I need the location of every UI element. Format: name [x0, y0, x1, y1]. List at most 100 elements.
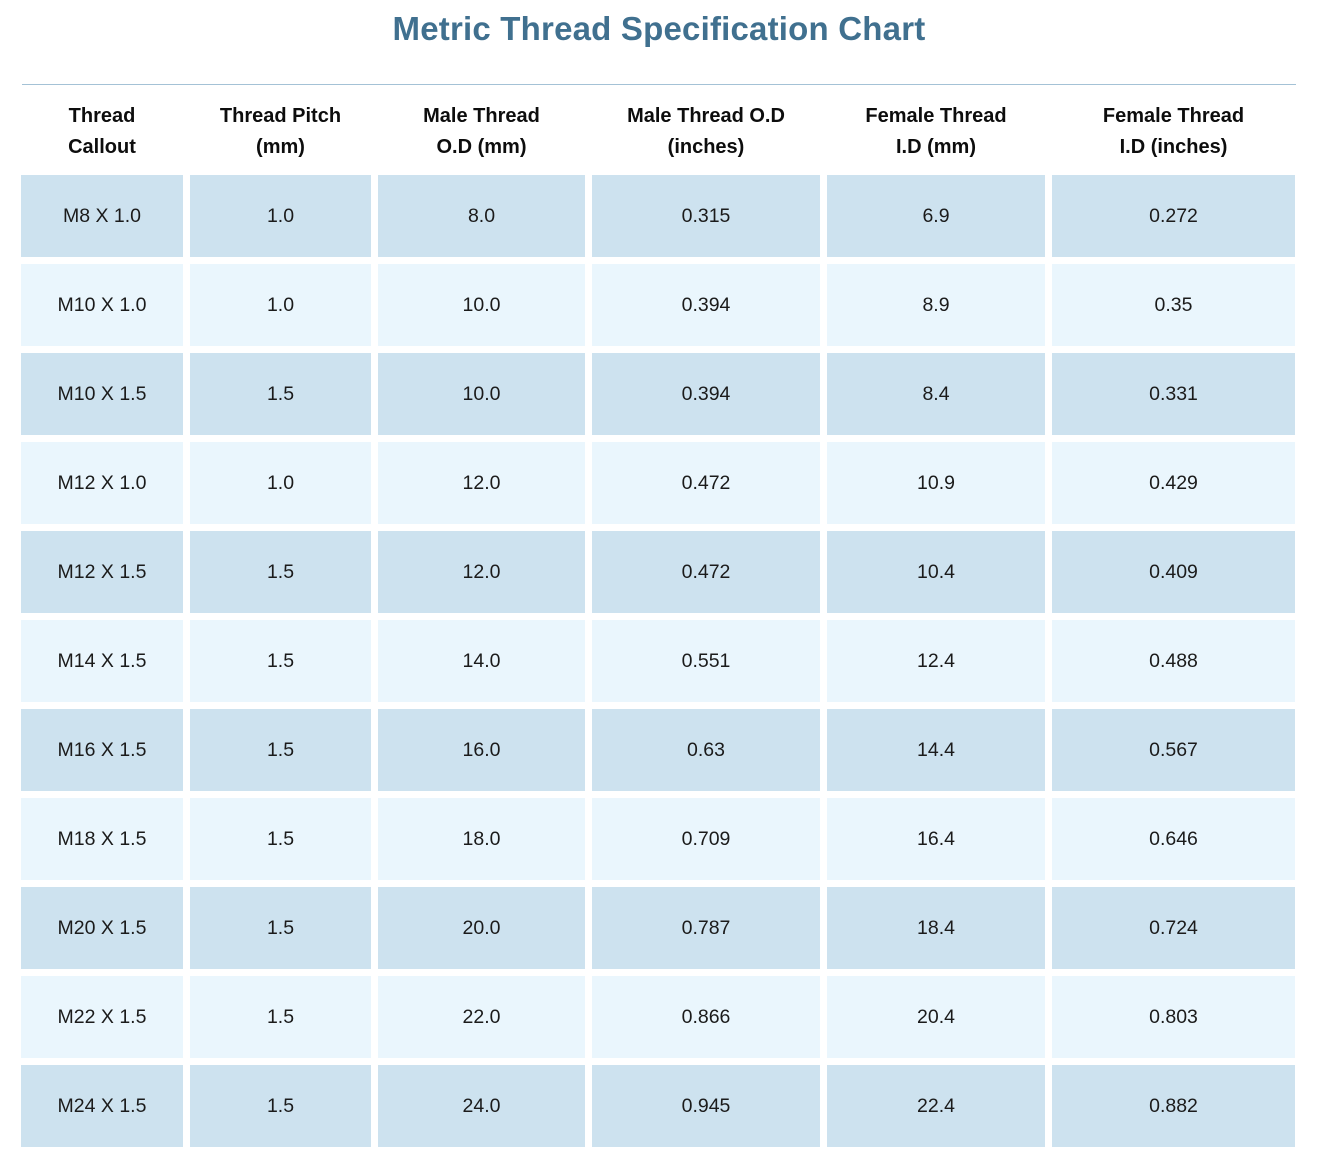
table-cell: 1.5 — [190, 798, 371, 880]
table-row: M8 X 1.0 1.0 8.0 0.315 6.9 0.272 — [21, 175, 1295, 257]
table-row: M18 X 1.5 1.5 18.0 0.709 16.4 0.646 — [21, 798, 1295, 880]
table-cell: 1.5 — [190, 887, 371, 969]
table-cell: 0.866 — [592, 976, 820, 1058]
table-cell: 0.945 — [592, 1065, 820, 1147]
table-cell: 10.9 — [827, 442, 1045, 524]
column-header-5: Female Thread I.D (mm) — [827, 92, 1045, 168]
column-header-6: Female Thread I.D (inches) — [1052, 92, 1295, 168]
table-cell: 1.5 — [190, 531, 371, 613]
table-cell: 0.35 — [1052, 264, 1295, 346]
column-header-4: Male Thread O.D (inches) — [592, 92, 820, 168]
table-body: M8 X 1.0 1.0 8.0 0.315 6.9 0.272 M10 X 1.0 1.0 1… — [21, 175, 1295, 1147]
column-header-2: Thread Pitch (mm) — [190, 92, 371, 168]
table-cell: M12 X 1.5 — [21, 531, 183, 613]
page-title: Metric Thread Specification Chart — [392, 10, 926, 47]
table-cell: 24.0 — [378, 1065, 585, 1147]
table-cell: M16 X 1.5 — [21, 709, 183, 791]
table-cell: M22 X 1.5 — [21, 976, 183, 1058]
table-cell: 18.4 — [827, 887, 1045, 969]
table-cell: M8 X 1.0 — [21, 175, 183, 257]
column-header-line: Callout — [68, 136, 136, 158]
table-cell: 14.0 — [378, 620, 585, 702]
table-cell: 18.0 — [378, 798, 585, 880]
column-header-line: Thread Pitch — [219, 105, 342, 127]
table-cell: 10.0 — [378, 264, 585, 346]
table-cell: 0.724 — [1052, 887, 1295, 969]
table-cell: 8.9 — [827, 264, 1045, 346]
table-row: M16 X 1.5 1.5 16.0 0.63 14.4 0.567 — [21, 709, 1295, 791]
column-header-line: Female Thread — [865, 105, 1007, 127]
table-cell: M10 X 1.0 — [21, 264, 183, 346]
table-cell: M10 X 1.5 — [21, 353, 183, 435]
table-row: M10 X 1.0 1.0 10.0 0.394 8.9 0.35 — [21, 264, 1295, 346]
column-header-3: Male Thread O.D (mm) — [378, 92, 585, 168]
header-row: Thread Callout Thread Pitch (mm) Male Thread… — [21, 92, 1295, 168]
title-divider — [22, 84, 1296, 85]
table-row: M12 X 1.0 1.0 12.0 0.472 10.9 0.429 — [21, 442, 1295, 524]
table-cell: 8.4 — [827, 353, 1045, 435]
table-cell: 12.0 — [378, 442, 585, 524]
table-cell: 0.551 — [592, 620, 820, 702]
thread-spec-table: Thread Callout Thread Pitch (mm) Male Thread… — [14, 85, 1302, 1154]
table-cell: 6.9 — [827, 175, 1045, 257]
table-cell: 1.5 — [190, 976, 371, 1058]
table-cell: 0.63 — [592, 709, 820, 791]
table-row: M10 X 1.5 1.5 10.0 0.394 8.4 0.331 — [21, 353, 1295, 435]
table-cell: 16.0 — [378, 709, 585, 791]
column-header-line: Female Thread — [1102, 105, 1245, 127]
table-cell: 12.4 — [827, 620, 1045, 702]
table-cell: 0.567 — [1052, 709, 1295, 791]
table-cell: 1.0 — [190, 264, 371, 346]
table-row: M22 X 1.5 1.5 22.0 0.866 20.4 0.803 — [21, 976, 1295, 1058]
table-cell: 16.4 — [827, 798, 1045, 880]
table-cell: 1.0 — [190, 442, 371, 524]
table-row: M24 X 1.5 1.5 24.0 0.945 22.4 0.882 — [21, 1065, 1295, 1147]
table-cell: 1.5 — [190, 353, 371, 435]
table-cell: 0.429 — [1052, 442, 1295, 524]
table-cell: 22.0 — [378, 976, 585, 1058]
column-header-line: (mm) — [256, 136, 305, 158]
table-cell: 0.272 — [1052, 175, 1295, 257]
table-cell: 0.331 — [1052, 353, 1295, 435]
table-cell: M18 X 1.5 — [21, 798, 183, 880]
table-cell: 0.787 — [592, 887, 820, 969]
table-cell: 0.472 — [592, 442, 820, 524]
table-cell: 14.4 — [827, 709, 1045, 791]
table-cell: 1.0 — [190, 175, 371, 257]
table-cell: M24 X 1.5 — [21, 1065, 183, 1147]
table-cell: 20.4 — [827, 976, 1045, 1058]
table-cell: 0.409 — [1052, 531, 1295, 613]
table-cell: 1.5 — [190, 620, 371, 702]
table-row: M12 X 1.5 1.5 12.0 0.472 10.4 0.409 — [21, 531, 1295, 613]
column-header-line: I.D (inches) — [1119, 136, 1228, 158]
table-cell: 0.488 — [1052, 620, 1295, 702]
table-cell: 0.709 — [592, 798, 820, 880]
table-cell: 0.394 — [592, 353, 820, 435]
table-cell: 20.0 — [378, 887, 585, 969]
table-cell: 12.0 — [378, 531, 585, 613]
table-cell: 10.0 — [378, 353, 585, 435]
column-header-line: Male Thread — [423, 105, 540, 127]
column-header-line: O.D (mm) — [436, 136, 527, 158]
table-cell: 0.394 — [592, 264, 820, 346]
column-header-line: I.D (mm) — [896, 136, 976, 158]
table-header: Thread Callout Thread Pitch (mm) Male Thread… — [21, 92, 1295, 168]
column-header-line: Thread — [68, 105, 136, 127]
table-cell: 22.4 — [827, 1065, 1045, 1147]
table-cell: 8.0 — [378, 175, 585, 257]
table-cell: 0.472 — [592, 531, 820, 613]
table-cell: 0.882 — [1052, 1065, 1295, 1147]
table-cell: M12 X 1.0 — [21, 442, 183, 524]
table-cell: M14 X 1.5 — [21, 620, 183, 702]
table-cell: 0.315 — [592, 175, 820, 257]
table-cell: 0.646 — [1052, 798, 1295, 880]
column-header-line: (inches) — [667, 136, 745, 158]
table-cell: 10.4 — [827, 531, 1045, 613]
table-row: M14 X 1.5 1.5 14.0 0.551 12.4 0.488 — [21, 620, 1295, 702]
column-header-line: Male Thread O.D — [627, 105, 785, 127]
table-row: M20 X 1.5 1.5 20.0 0.787 18.4 0.724 — [21, 887, 1295, 969]
column-header-1: Thread Callout — [21, 92, 183, 168]
table-cell: M20 X 1.5 — [21, 887, 183, 969]
table-cell: 1.5 — [190, 1065, 371, 1147]
